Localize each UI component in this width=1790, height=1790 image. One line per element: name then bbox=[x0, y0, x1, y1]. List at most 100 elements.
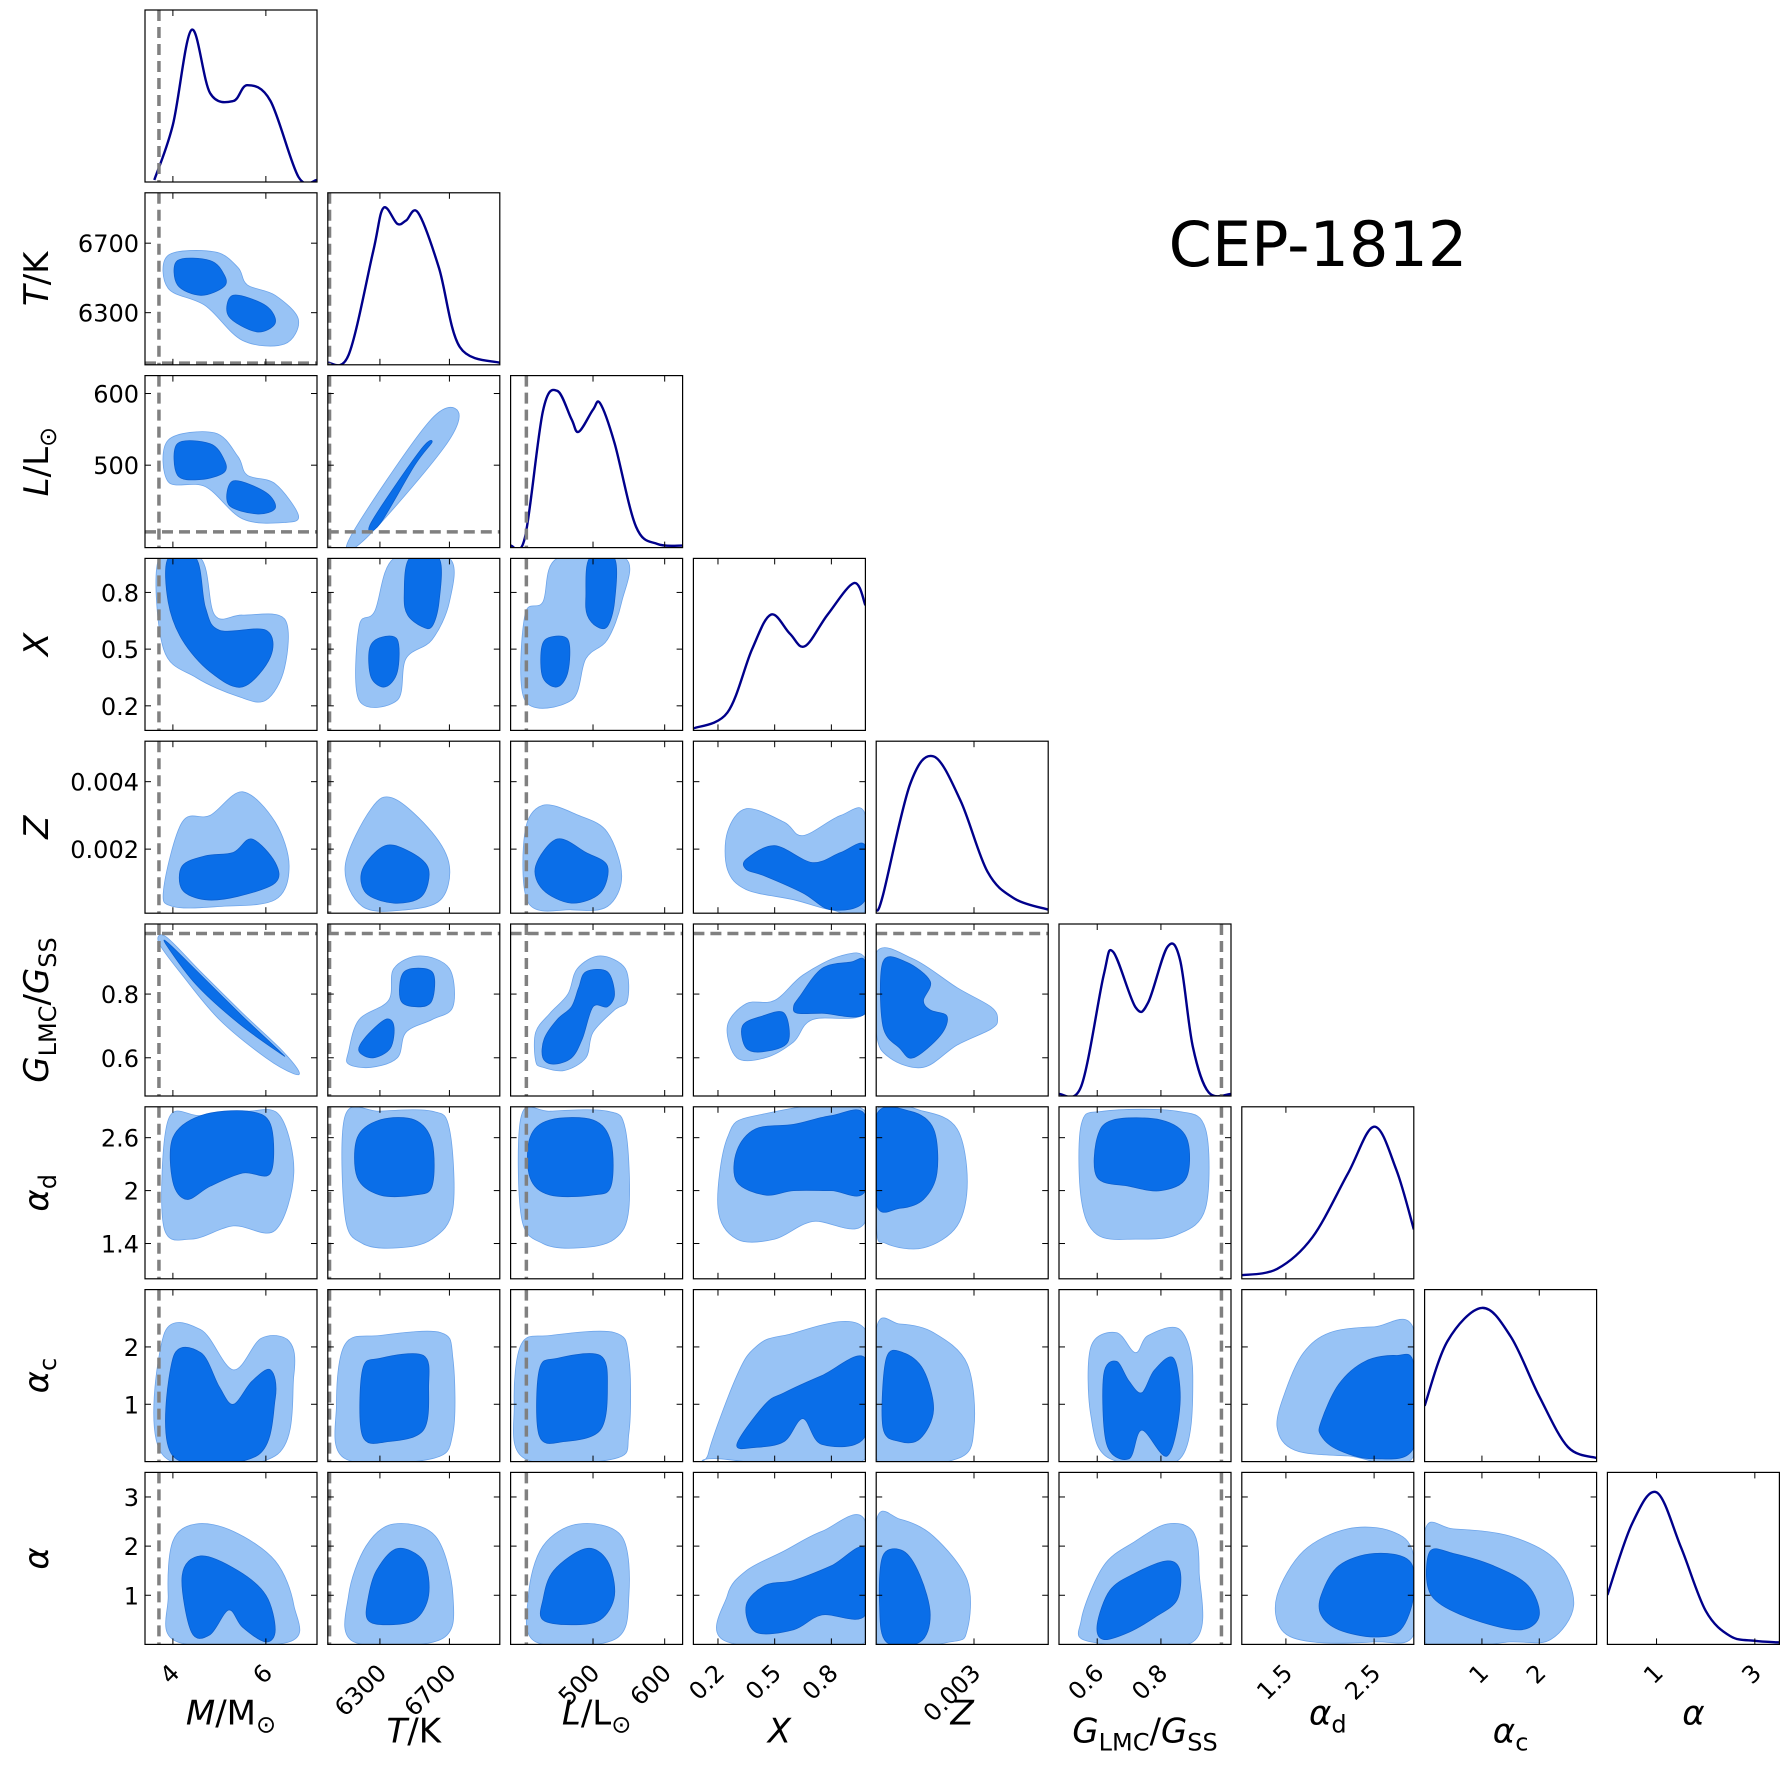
inner-contour bbox=[368, 635, 400, 688]
contour-panel-X-Z bbox=[692, 740, 867, 914]
contour-panel-Z-ac bbox=[875, 1288, 1049, 1463]
x-tick-label: 3 bbox=[1736, 1659, 1767, 1690]
chart-title: CEP-1812 bbox=[1169, 208, 1468, 281]
panel-frame bbox=[692, 740, 867, 914]
y-tick-label: 600 bbox=[93, 381, 139, 409]
x-tick-label: 4 bbox=[155, 1659, 186, 1690]
inner-contour bbox=[879, 956, 948, 1059]
inner-contour bbox=[169, 1110, 275, 1200]
panel-frame bbox=[1058, 1106, 1232, 1280]
inner-contour bbox=[163, 939, 286, 1057]
x-tick-label: 6 bbox=[248, 1659, 279, 1690]
y-axis-label-ad: αd bbox=[17, 1174, 62, 1212]
contour-panel-M-X bbox=[144, 557, 318, 732]
panel-frame bbox=[144, 1471, 318, 1646]
panel-frame bbox=[1241, 1106, 1415, 1280]
inner-contour bbox=[742, 842, 866, 911]
contour-panel-M-L bbox=[144, 375, 318, 549]
panel-frame bbox=[144, 557, 318, 732]
marginal-panel-X bbox=[692, 557, 867, 732]
panel-frame bbox=[692, 923, 867, 1097]
contour-panel-Z-G bbox=[875, 923, 1049, 1097]
marginal-panel-ad bbox=[1241, 1106, 1415, 1280]
inner-contour bbox=[354, 1117, 435, 1198]
inner-contour bbox=[173, 257, 227, 296]
panel-frame bbox=[510, 1288, 684, 1463]
inner-contour bbox=[741, 1011, 790, 1053]
y-tick-label: 1 bbox=[124, 1391, 139, 1419]
inner-contour bbox=[1093, 1117, 1191, 1192]
y-axis-label-L: L/L⊙ bbox=[17, 427, 62, 496]
y-axis-label-ac: αc bbox=[17, 1358, 62, 1394]
inner-contour bbox=[792, 957, 866, 1018]
contour-panel-M-Z bbox=[144, 740, 318, 914]
panel-frame bbox=[327, 1471, 501, 1646]
panel-frame bbox=[144, 1106, 318, 1280]
panel-frame bbox=[1606, 1471, 1781, 1646]
panel-frame bbox=[692, 1471, 867, 1646]
marginal-panel-ac bbox=[1423, 1288, 1598, 1463]
contour-panel-M-ad bbox=[144, 1106, 318, 1280]
panel-frame bbox=[875, 1471, 1049, 1646]
inner-contour bbox=[736, 1355, 866, 1450]
x-tick-label: 0.6 bbox=[1063, 1659, 1110, 1706]
panel-frame bbox=[1241, 1471, 1415, 1646]
inner-contour bbox=[403, 558, 442, 630]
kde-line bbox=[876, 754, 1049, 912]
y-tick-label: 0.002 bbox=[70, 836, 139, 864]
inner-contour bbox=[534, 838, 609, 904]
panel-frame bbox=[875, 923, 1049, 1097]
panel-frame bbox=[1423, 1471, 1598, 1646]
x-tick-label: 2 bbox=[1521, 1659, 1552, 1690]
contour-panel-L-X bbox=[510, 557, 684, 732]
panel-frame bbox=[875, 1288, 1049, 1463]
x-axis-label-M: M/M⊙ bbox=[186, 1693, 276, 1738]
panel-frame bbox=[875, 1106, 1049, 1280]
inner-contour bbox=[527, 1117, 614, 1198]
contour-panel-G-ad bbox=[1058, 1106, 1232, 1280]
contour-panel-L-ad bbox=[510, 1106, 684, 1280]
contour-panel-Z-ad bbox=[875, 1106, 1049, 1280]
inner-contour bbox=[226, 294, 276, 333]
x-tick-label: 0.8 bbox=[1126, 1659, 1173, 1706]
x-axis-label-G: GLMC/GSS bbox=[1072, 1711, 1218, 1756]
y-tick-label: 2 bbox=[124, 1533, 139, 1561]
marginal-panel-G bbox=[1058, 923, 1232, 1097]
kde-line bbox=[1241, 1125, 1414, 1277]
y-tick-label: 0.6 bbox=[101, 1045, 139, 1073]
contour-panel-T-Z bbox=[327, 740, 501, 914]
inner-contour bbox=[541, 969, 615, 1065]
y-tick-label: 0.2 bbox=[101, 693, 139, 721]
inner-contour bbox=[173, 440, 227, 481]
inner-contour bbox=[539, 1547, 616, 1626]
inner-contour bbox=[1096, 1560, 1182, 1641]
inner-contour bbox=[399, 967, 436, 1008]
contour-panel-T-a bbox=[327, 1471, 501, 1646]
contour-panel-M-G bbox=[144, 923, 318, 1097]
contour-panel-T-L bbox=[327, 375, 501, 549]
y-tick-label: 0.5 bbox=[101, 636, 139, 664]
inner-contour bbox=[1318, 1353, 1414, 1460]
x-axis-label-ad: αd bbox=[1309, 1693, 1347, 1738]
panel-frame bbox=[1241, 1288, 1415, 1463]
inner-contour bbox=[745, 1546, 866, 1635]
inner-contour bbox=[178, 838, 280, 901]
panel-frame bbox=[327, 923, 501, 1097]
inner-contour bbox=[368, 440, 433, 532]
panel-frame bbox=[327, 192, 501, 366]
contour-panel-ad-ac bbox=[1241, 1288, 1415, 1463]
y-tick-label: 0.8 bbox=[101, 981, 139, 1009]
x-tick-label: 1 bbox=[1638, 1659, 1669, 1690]
inner-contour bbox=[365, 1547, 430, 1626]
panel-frame bbox=[1058, 923, 1232, 1097]
contour-panel-L-ac bbox=[510, 1288, 684, 1463]
inner-contour bbox=[1426, 1548, 1540, 1631]
panel-frame bbox=[144, 740, 318, 914]
contour-panel-X-G bbox=[692, 923, 867, 1097]
inner-contour bbox=[878, 1548, 931, 1645]
contour-panel-M-T bbox=[144, 192, 318, 366]
contour-panel-M-a bbox=[144, 1471, 318, 1646]
y-tick-label: 500 bbox=[93, 452, 139, 480]
inner-contour bbox=[585, 558, 618, 630]
kde-line bbox=[1607, 1490, 1780, 1644]
